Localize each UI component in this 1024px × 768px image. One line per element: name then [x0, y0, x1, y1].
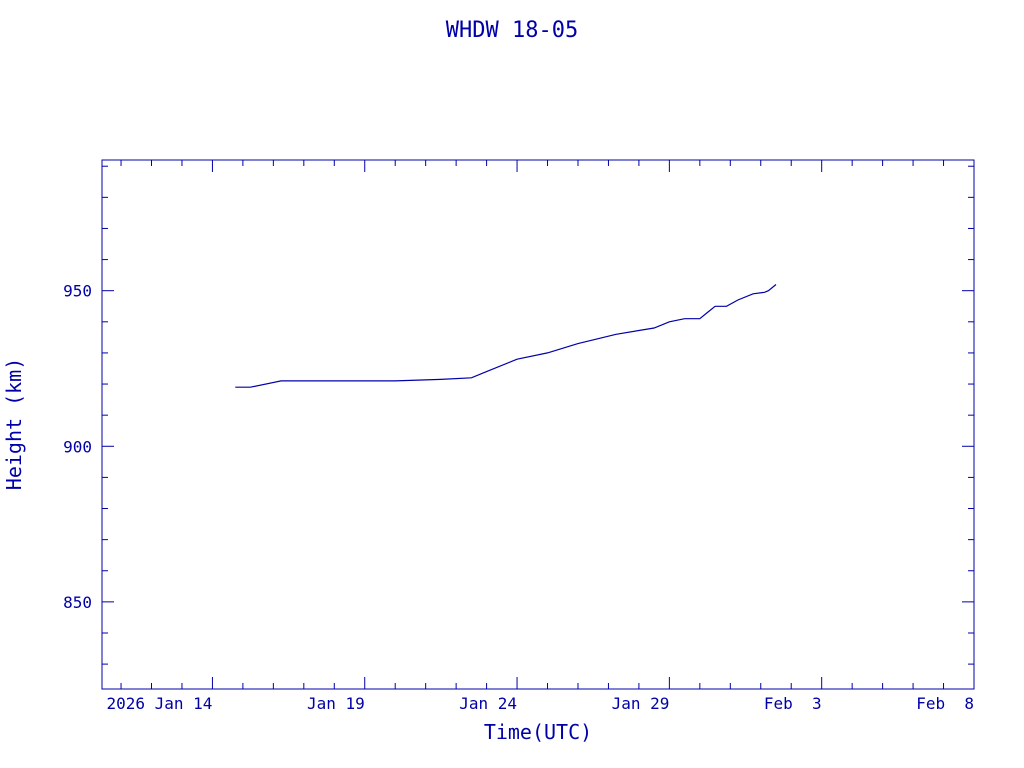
y-axis-title: Height (km) — [2, 358, 26, 490]
plot-frame — [101, 159, 975, 690]
x-tick-label: 2026 Jan 14 — [106, 694, 212, 713]
x-tick-label: Feb 8 — [916, 694, 974, 713]
x-tick-label: Jan 19 — [307, 694, 365, 713]
axis-ticks — [102, 160, 975, 689]
y-tick-label: 850 — [63, 593, 92, 612]
chart-title: WHDW 18-05 — [446, 18, 578, 43]
tick-labels: 2026 Jan 14 Jan 19 Jan 24 Jan 29 Feb 3 Feb 8 8… — [63, 282, 974, 713]
x-tick-label: Jan 24 — [459, 694, 517, 713]
x-axis-title: Time(UTC) — [484, 720, 592, 744]
x-tick-label: Feb 3 — [764, 694, 822, 713]
series-line-height — [235, 284, 777, 388]
x-tick-label: Jan 29 — [612, 694, 670, 713]
y-tick-label: 900 — [63, 437, 92, 456]
y-tick-label: 950 — [63, 282, 92, 301]
